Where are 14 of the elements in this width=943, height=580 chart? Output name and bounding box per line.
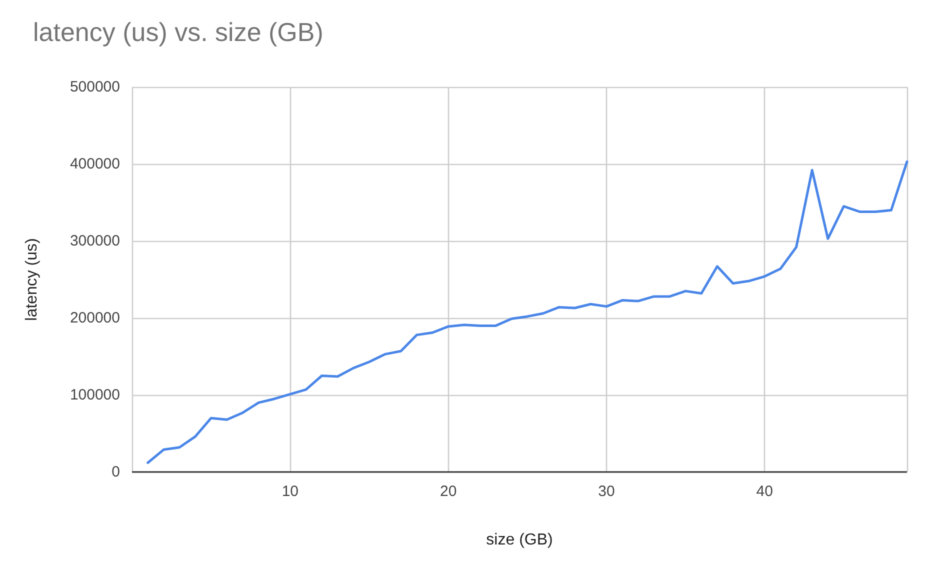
- line-series: [146, 160, 908, 464]
- y-tick-label: 400000: [70, 156, 120, 172]
- x-tick-label: 10: [282, 483, 299, 500]
- y-axis-title: latency (us): [24, 238, 40, 321]
- y-tick-label: 100000: [70, 386, 120, 404]
- x-tick-label: 30: [598, 483, 615, 500]
- chart-title: latency (us) vs. size (GB): [33, 17, 324, 47]
- y-tick-label: 300000: [70, 232, 120, 250]
- x-tick-label: 20: [440, 483, 457, 500]
- x-axis-title: size (GB): [486, 532, 553, 548]
- y-tick-label: 0: [112, 464, 120, 480]
- x-tick-label: 40: [756, 483, 773, 500]
- y-tick-label: 500000: [70, 78, 120, 96]
- y-tick-label: 200000: [70, 310, 120, 326]
